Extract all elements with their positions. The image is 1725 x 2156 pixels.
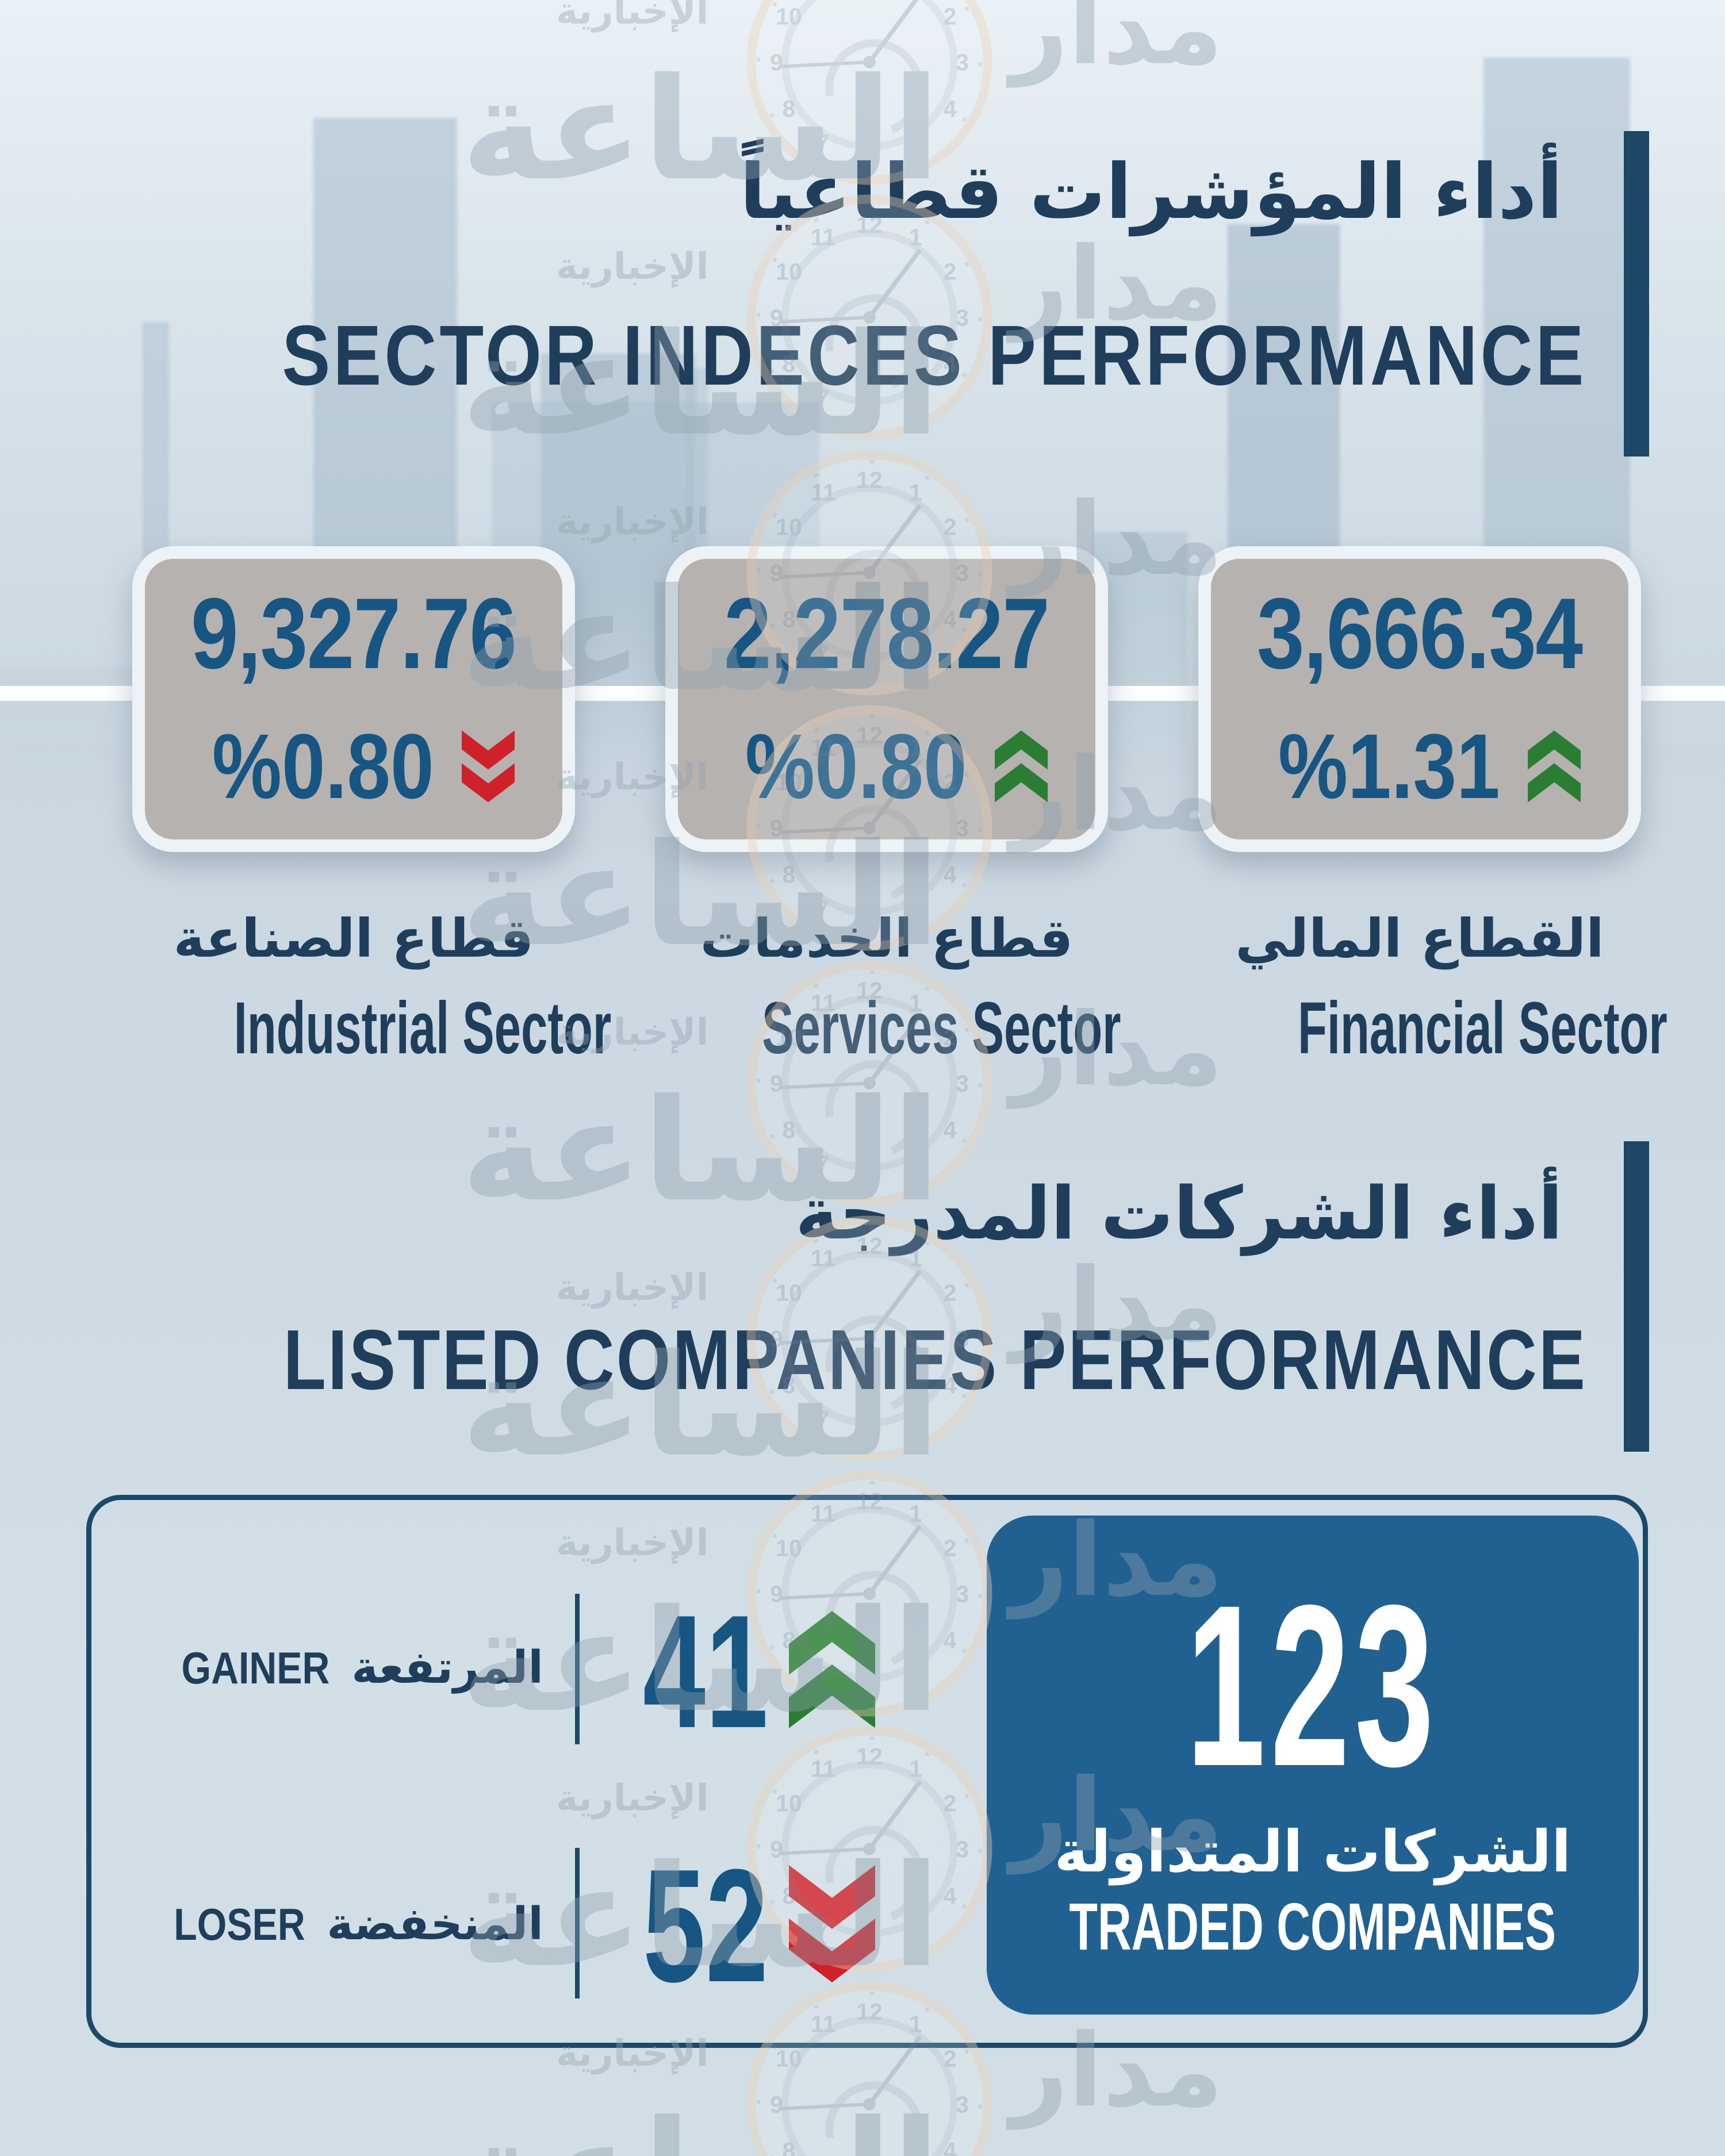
section2-accent-bar xyxy=(1624,1141,1649,1452)
gainer-label-arabic: المرتفعة xyxy=(351,1642,543,1694)
gainer-label-english: GAINER xyxy=(181,1643,330,1693)
section1-title-arabic: أداء المؤشرات قطاعياً xyxy=(739,148,1563,236)
index-change: %0.80 xyxy=(212,714,434,818)
index-change-row: %0.80 xyxy=(726,718,1048,815)
index-change-row: %0.80 xyxy=(193,718,515,815)
gainer-count: 41 xyxy=(643,1582,769,1762)
sector-label-english: Services Sector xyxy=(762,987,1121,1069)
sector-label-arabic: قطاع الخدمات xyxy=(700,908,1074,969)
traded-companies-box: 123 الشركات المتداولة TRADED COMPANIES xyxy=(987,1516,1639,2015)
index-change: %0.80 xyxy=(745,714,967,818)
index-value: 2,278.27 xyxy=(724,577,1050,690)
section2-title-arabic: أداء الشركات المدرجة xyxy=(795,1171,1563,1256)
gainer-label: GAINER المرتفعة xyxy=(132,1645,543,1690)
listed-companies-panel xyxy=(86,1495,1648,2048)
loser-label: LOSER المنخفضة xyxy=(132,1902,543,1947)
index-card-financial: 3,666.34 %1.31 xyxy=(1198,546,1641,852)
loser-count: 52 xyxy=(643,1836,769,2016)
sector-label-english: Industrial Sector xyxy=(233,987,612,1069)
sector-label-english: Financial Sector xyxy=(1298,987,1667,1069)
up-chevrons-icon xyxy=(789,1611,875,1728)
traded-companies-label-arabic: الشركات المتداولة xyxy=(1054,1818,1571,1885)
traded-companies-label-english: TRADED COMPANIES xyxy=(1069,1889,1557,1964)
loser-label-english: LOSER xyxy=(173,1899,305,1950)
loser-divider xyxy=(575,1848,580,1998)
section1-accent-bar xyxy=(1624,131,1649,456)
sector-label-arabic: قطاع الصناعة xyxy=(173,908,534,969)
section2-title-english: LISTED COMPANIES PERFORMANCE xyxy=(283,1313,1587,1407)
traded-companies-count: 123 xyxy=(1186,1557,1439,1814)
index-change: %1.31 xyxy=(1278,714,1500,818)
gainer-divider xyxy=(575,1594,580,1744)
up-chevrons-icon xyxy=(1527,730,1581,803)
down-chevrons-icon xyxy=(789,1865,875,1982)
section1-title-english: SECTOR INDECES PERFORMANCE xyxy=(282,308,1587,403)
index-value: 9,327.76 xyxy=(191,577,517,690)
index-value: 3,666.34 xyxy=(1257,577,1583,690)
index-change-row: %1.31 xyxy=(1259,718,1581,815)
loser-label-arabic: المنخفضة xyxy=(327,1898,543,1950)
index-card-services: 2,278.27 %0.80 xyxy=(665,546,1108,852)
index-card-industrial: 9,327.76 %0.80 xyxy=(132,546,575,852)
down-chevrons-icon xyxy=(461,730,515,803)
up-chevrons-icon xyxy=(994,730,1048,803)
sector-label-arabic: القطاع المالي xyxy=(1235,908,1604,969)
